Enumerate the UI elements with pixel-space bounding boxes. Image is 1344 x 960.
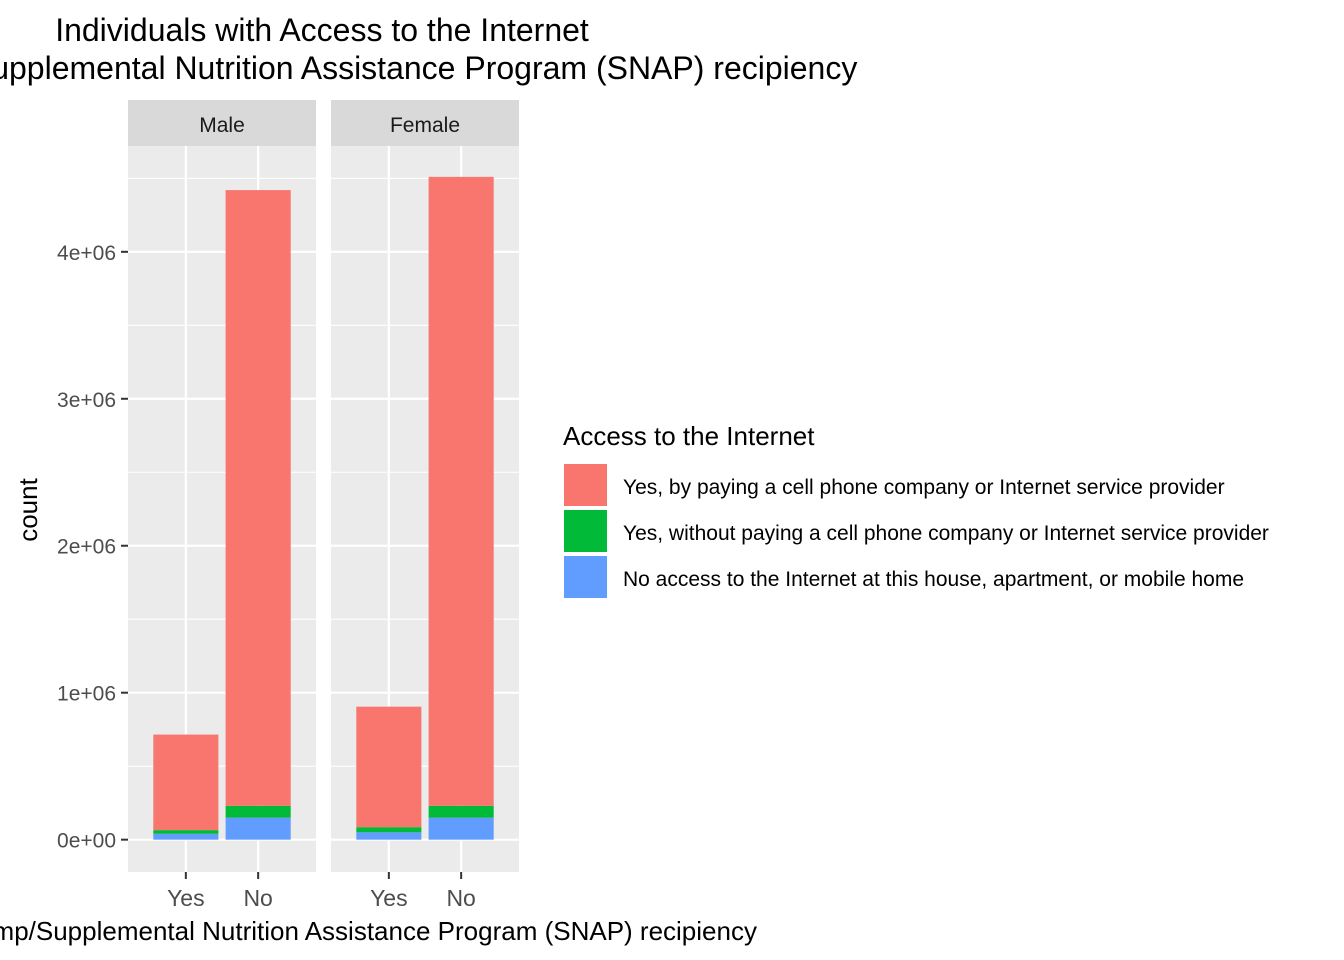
x-tick-label: Yes [167, 885, 205, 911]
facet-strip [128, 100, 316, 146]
y-tick-label: 0e+00 [57, 830, 116, 853]
y-tick-label: 2e+06 [57, 536, 116, 559]
x-axis: Yes No Yes No [167, 872, 476, 911]
bar-segment [428, 805, 494, 818]
y-tick-label: 3e+06 [57, 389, 116, 412]
legend-label: Yes, by paying a cell phone company or I… [623, 476, 1225, 499]
bar-segment [225, 190, 291, 806]
chart-title: Individuals with Access to the Internet [55, 12, 589, 48]
legend: Access to the Internet Yes, by paying a … [563, 421, 1269, 598]
y-tick-label: 4e+06 [57, 242, 116, 265]
legend-label: No access to the Internet at this house,… [623, 568, 1244, 591]
chart-subtitle: Food Stamp/Supplemental Nutrition Assist… [0, 50, 857, 86]
bar-segment [356, 706, 422, 828]
bar-segment [153, 734, 219, 831]
facet-panel-female: Female [331, 100, 519, 872]
x-tick-label: Yes [370, 885, 408, 911]
facet-panel-male: Male [128, 100, 316, 872]
x-tick-label: No [446, 885, 475, 911]
facet-panels: Male Female [128, 100, 519, 872]
bar-segment [153, 833, 219, 840]
bar-segment [428, 817, 494, 840]
legend-swatch [564, 510, 607, 552]
bar-segment [225, 817, 291, 840]
x-axis-label: Food Stamp/Supplemental Nutrition Assist… [0, 916, 757, 946]
facet-strip-label: Female [390, 114, 460, 137]
y-axis: 0e+00 1e+06 2e+06 3e+06 4e+06 [57, 242, 128, 853]
legend-title: Access to the Internet [563, 421, 815, 451]
facet-strip-label: Male [199, 114, 245, 137]
legend-label: Yes, without paying a cell phone company… [623, 522, 1269, 545]
bar-segment [356, 832, 422, 840]
legend-swatch [564, 556, 607, 598]
bar-segment [356, 827, 422, 833]
y-tick-label: 1e+06 [57, 683, 116, 706]
bar-segment [153, 830, 219, 834]
bar-segment [225, 805, 291, 818]
facet-strip [331, 100, 519, 146]
legend-swatch [564, 464, 607, 506]
x-tick-label: No [243, 885, 272, 911]
bar-segment [428, 176, 494, 806]
y-axis-label: count [13, 477, 43, 541]
